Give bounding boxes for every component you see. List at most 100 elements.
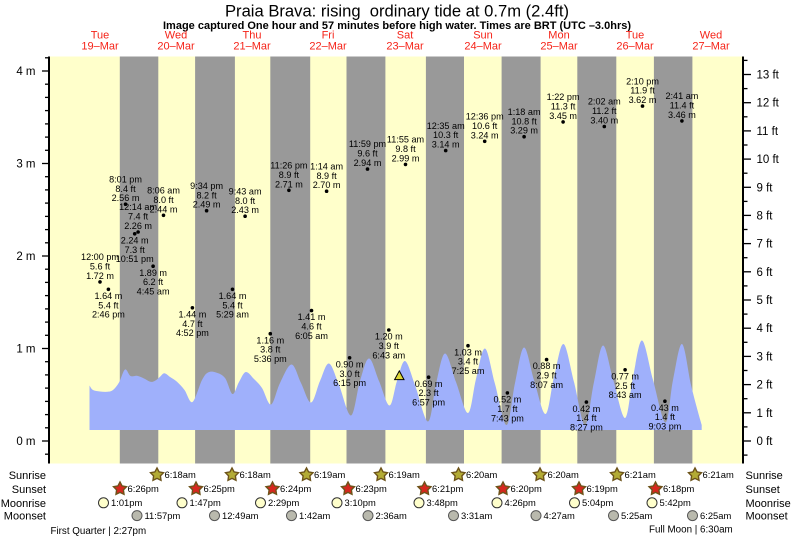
svg-text:1 m: 1 m (16, 344, 35, 356)
svg-text:1:22 pm: 1:22 pm (547, 92, 580, 102)
svg-text:Wed: Wed (700, 30, 722, 42)
svg-text:8.0 ft: 8.0 ft (235, 196, 256, 206)
svg-text:9:34 pm: 9:34 pm (190, 181, 223, 191)
svg-text:6:24pm: 6:24pm (280, 483, 311, 494)
svg-text:6:19pm: 6:19pm (587, 483, 618, 494)
svg-text:8.9 ft: 8.9 ft (279, 170, 300, 180)
svg-text:8 ft: 8 ft (757, 210, 774, 222)
svg-text:13 ft: 13 ft (757, 70, 780, 82)
svg-text:20–Mar: 20–Mar (157, 41, 195, 53)
svg-text:8.0 ft: 8.0 ft (153, 195, 174, 205)
svg-text:11:55 am: 11:55 am (387, 135, 424, 145)
svg-text:1.41 m: 1.41 m (298, 312, 326, 322)
svg-text:11:57pm: 11:57pm (145, 510, 181, 521)
svg-text:3:31am: 3:31am (461, 510, 492, 521)
svg-text:Fri: Fri (322, 30, 335, 42)
svg-text:2:41 am: 2:41 am (665, 91, 698, 101)
svg-text:7.4 ft: 7.4 ft (128, 212, 149, 222)
svg-text:0.88 m: 0.88 m (533, 361, 561, 371)
svg-text:8:27 pm: 8:27 pm (570, 423, 603, 433)
svg-text:Wed: Wed (165, 30, 187, 42)
svg-text:1.44 m: 1.44 m (178, 309, 206, 319)
svg-text:6:57 pm: 6:57 pm (412, 398, 445, 408)
svg-text:1.4 ft: 1.4 ft (576, 413, 597, 423)
svg-text:7 ft: 7 ft (757, 239, 774, 251)
svg-text:Sat: Sat (397, 30, 414, 42)
svg-text:6 ft: 6 ft (757, 267, 774, 279)
svg-text:3 m: 3 m (16, 159, 35, 171)
svg-text:12:14 am: 12:14 am (119, 202, 157, 212)
svg-text:3.0 ft: 3.0 ft (339, 369, 360, 379)
svg-text:6:21am: 6:21am (703, 469, 734, 480)
svg-text:1:42am: 1:42am (299, 510, 330, 521)
svg-text:6:21am: 6:21am (625, 469, 656, 480)
svg-text:12:36 pm: 12:36 pm (466, 112, 504, 122)
svg-text:Moonrise: Moonrise (1, 498, 46, 510)
svg-text:Praia Brava: rising ordinary: Praia Brava: rising ordinary tide at 0.7… (225, 2, 569, 21)
svg-text:3.8 ft: 3.8 ft (260, 345, 281, 355)
svg-text:Sunrise: Sunrise (746, 470, 783, 482)
svg-text:1:18 am: 1:18 am (508, 107, 541, 117)
svg-text:1 ft: 1 ft (757, 408, 774, 420)
svg-text:21–Mar: 21–Mar (233, 41, 271, 53)
svg-text:Sunset: Sunset (746, 484, 780, 496)
svg-text:10.8 ft: 10.8 ft (511, 116, 537, 126)
svg-text:0.42 m: 0.42 m (572, 404, 600, 414)
svg-text:4:45 am: 4:45 am (137, 287, 170, 297)
svg-text:6:18am: 6:18am (165, 469, 196, 480)
svg-text:9 ft: 9 ft (757, 182, 774, 194)
svg-text:12:49am: 12:49am (222, 510, 259, 521)
svg-text:5:04pm: 5:04pm (582, 497, 613, 508)
svg-text:4:52 pm: 4:52 pm (176, 328, 209, 338)
svg-text:6.2 ft: 6.2 ft (143, 277, 164, 287)
svg-text:12:35 am: 12:35 am (427, 121, 465, 131)
svg-text:1:01pm: 1:01pm (111, 497, 142, 508)
svg-text:11:59 pm: 11:59 pm (349, 139, 386, 149)
svg-text:24–Mar: 24–Mar (464, 41, 502, 53)
svg-text:26–Mar: 26–Mar (616, 41, 654, 53)
svg-text:6:20am: 6:20am (466, 469, 497, 480)
svg-text:10:51 pm: 10:51 pm (116, 254, 154, 264)
svg-text:22–Mar: 22–Mar (309, 41, 347, 53)
svg-text:4 ft: 4 ft (757, 323, 774, 335)
svg-text:1.20 m: 1.20 m (375, 332, 403, 342)
svg-text:0.52 m: 0.52 m (493, 395, 521, 405)
svg-text:2.26 m: 2.26 m (124, 221, 152, 231)
svg-text:1.03 m: 1.03 m (454, 347, 482, 357)
svg-text:4.6 ft: 4.6 ft (301, 322, 322, 332)
svg-text:2.71 m: 2.71 m (275, 179, 303, 189)
svg-text:10.3 ft: 10.3 ft (433, 130, 459, 140)
svg-text:2.44 m: 2.44 m (150, 204, 178, 214)
svg-text:2.43 m: 2.43 m (231, 205, 259, 215)
svg-text:11.3 ft: 11.3 ft (551, 102, 576, 112)
svg-text:Sunrise: Sunrise (9, 470, 46, 482)
svg-text:1.4 ft: 1.4 ft (655, 412, 676, 422)
svg-text:9:43 am: 9:43 am (229, 186, 262, 196)
svg-text:27–Mar: 27–Mar (692, 41, 730, 53)
svg-text:3.46 m: 3.46 m (668, 110, 696, 120)
svg-text:0 m: 0 m (16, 436, 35, 448)
svg-text:4:26pm: 4:26pm (505, 497, 536, 508)
svg-text:11.4 ft: 11.4 ft (670, 101, 695, 111)
svg-text:First Quarter | 2:27pm: First Quarter | 2:27pm (51, 526, 147, 537)
svg-text:Tue: Tue (91, 30, 110, 42)
svg-text:7.3 ft: 7.3 ft (125, 245, 146, 255)
svg-text:9:03 pm: 9:03 pm (648, 422, 681, 432)
svg-text:6:26pm: 6:26pm (128, 483, 159, 494)
svg-text:Image captured One hour and 57: Image captured One hour and 57 minutes b… (163, 20, 631, 32)
svg-text:Mon: Mon (548, 30, 569, 42)
svg-text:6:20pm: 6:20pm (511, 483, 542, 494)
svg-text:5 ft: 5 ft (757, 295, 774, 307)
svg-text:5.6 ft: 5.6 ft (90, 262, 111, 272)
svg-text:1.72 m: 1.72 m (86, 271, 114, 281)
svg-text:9.8 ft: 9.8 ft (395, 144, 416, 154)
svg-text:5:25am: 5:25am (621, 510, 652, 521)
svg-text:3.14 m: 3.14 m (432, 140, 460, 150)
svg-text:2.3 ft: 2.3 ft (418, 388, 439, 398)
svg-text:6:18am: 6:18am (240, 469, 271, 480)
svg-text:11:26 pm: 11:26 pm (270, 161, 307, 171)
svg-text:6:15 pm: 6:15 pm (333, 378, 366, 388)
svg-text:3.24 m: 3.24 m (471, 130, 499, 140)
svg-text:Sunset: Sunset (12, 484, 46, 496)
svg-text:3.9 ft: 3.9 ft (379, 341, 400, 351)
